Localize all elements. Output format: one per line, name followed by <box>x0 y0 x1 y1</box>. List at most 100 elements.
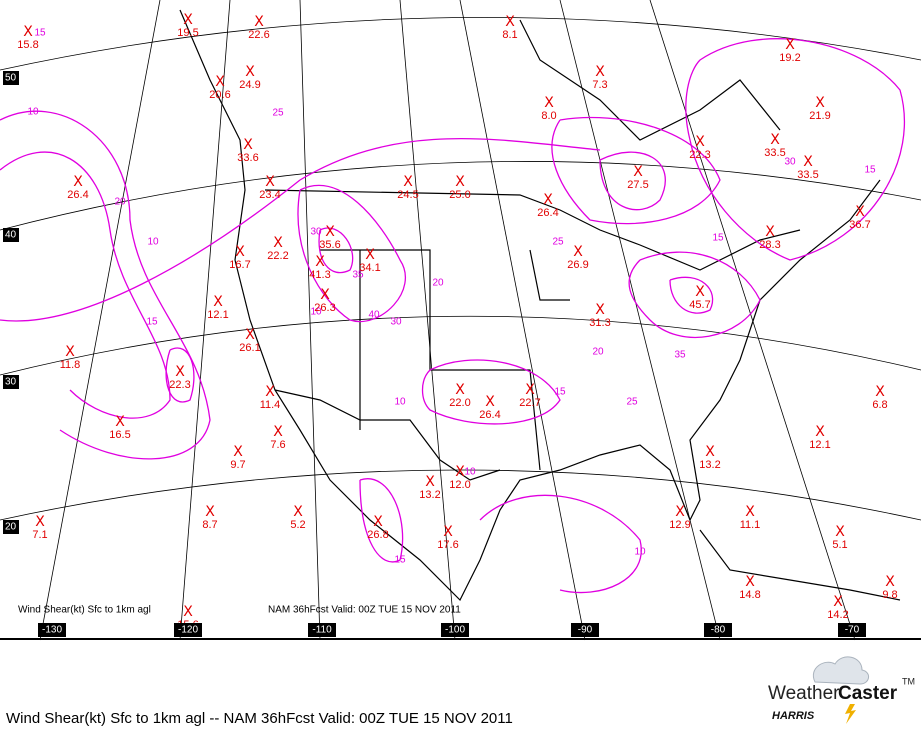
map-bg <box>0 0 921 640</box>
station-marker: X <box>213 294 223 310</box>
station: X14.8 <box>739 574 760 601</box>
lat-label: 20 <box>5 522 17 533</box>
contour-label: 30 <box>310 227 322 238</box>
station-marker: X <box>855 204 865 220</box>
lat-label-bg <box>3 228 19 242</box>
lat-label: 50 <box>5 73 17 84</box>
lon-label: -90 <box>578 625 593 636</box>
contour-label: 25 <box>552 237 564 248</box>
contour-label: 10 <box>147 237 159 248</box>
station-marker: X <box>543 192 553 208</box>
station-value: 22.3 <box>689 149 710 161</box>
station-value: 16.5 <box>109 429 130 441</box>
station-marker: X <box>235 244 245 260</box>
station-value: 8.0 <box>541 110 556 122</box>
station-value: 24.5 <box>397 189 418 201</box>
station-marker: X <box>425 474 435 490</box>
station-value: 26.4 <box>67 189 88 201</box>
station: X8.1 <box>502 14 517 41</box>
lon-label-bg <box>308 623 336 637</box>
station: X12.0 <box>449 464 470 491</box>
station: X12.1 <box>809 424 830 451</box>
station-value: 8.7 <box>202 519 217 531</box>
station: X45.7 <box>689 284 710 311</box>
logo-brand: HARRIS <box>772 710 815 722</box>
station-value: 11.1 <box>740 519 761 531</box>
station: X41.3 <box>309 254 330 281</box>
station-marker: X <box>243 137 253 153</box>
contour-label: 15 <box>554 387 566 398</box>
station: X8.0 <box>541 95 556 122</box>
station: X23.4 <box>259 174 280 201</box>
station: X33.5 <box>797 154 818 181</box>
station-value: 34.1 <box>359 262 380 274</box>
contour-label: 30 <box>390 317 402 328</box>
station-value: 28.3 <box>759 239 780 251</box>
station-value: 17.6 <box>437 539 458 551</box>
station: X13.2 <box>419 474 440 501</box>
contour-label: 10 <box>27 107 39 118</box>
station-marker: X <box>785 37 795 53</box>
station-value: 25.0 <box>449 189 470 201</box>
station-marker: X <box>115 414 125 430</box>
station-marker: X <box>525 382 535 398</box>
station-value: 15.8 <box>17 39 38 51</box>
contour-label: 25 <box>272 108 284 119</box>
station-marker: X <box>544 95 554 111</box>
station: X7.1 <box>32 514 47 541</box>
station: X22.6 <box>248 14 269 41</box>
station-value: 16.7 <box>229 259 250 271</box>
contour-label: 15 <box>394 555 406 566</box>
station-value: 14.2 <box>827 609 848 621</box>
station-marker: X <box>35 514 45 530</box>
station: X21.9 <box>809 95 830 122</box>
station-marker: X <box>573 244 583 260</box>
station-marker: X <box>745 504 755 520</box>
station-marker: X <box>695 284 705 300</box>
station: X26.4 <box>67 174 88 201</box>
lat-label: 40 <box>5 230 17 241</box>
station-marker: X <box>315 254 325 270</box>
legend-field: Wind Shear(kt) Sfc to 1km agl <box>18 605 151 616</box>
station: X26.3 <box>314 287 335 314</box>
lon-label: -110 <box>312 625 332 636</box>
contour-label: 35 <box>352 270 364 281</box>
station: X5.2 <box>290 504 305 531</box>
station-marker: X <box>765 224 775 240</box>
station: X11.8 <box>60 344 81 371</box>
station-value: 27.5 <box>627 179 648 191</box>
station: X33.5 <box>764 132 785 159</box>
station-marker: X <box>455 464 465 480</box>
logo-bolt <box>845 704 856 724</box>
station-marker: X <box>875 384 885 400</box>
station-marker: X <box>505 14 515 30</box>
station-marker: X <box>695 134 705 150</box>
station-marker: X <box>365 247 375 263</box>
station-value: 23.4 <box>259 189 280 201</box>
station: X26.4 <box>479 394 500 421</box>
station-value: 22.7 <box>519 397 540 409</box>
station-marker: X <box>705 444 715 460</box>
contour-label: 15 <box>864 165 876 176</box>
station-value: 33.5 <box>797 169 818 181</box>
station: X16.5 <box>109 414 130 441</box>
station: X5.1 <box>832 524 847 551</box>
station-marker: X <box>245 64 255 80</box>
station: X17.6 <box>437 524 458 551</box>
station: X11.4 <box>260 384 281 411</box>
contour-label: 25 <box>626 397 638 408</box>
station-value: 12.9 <box>669 519 690 531</box>
station-value: 24.9 <box>239 79 260 91</box>
station-value: 26.4 <box>537 207 558 219</box>
station-value: 19.5 <box>177 27 198 39</box>
contour-label: 35 <box>674 350 686 361</box>
contour-label: 20 <box>592 347 604 358</box>
station: X19.2 <box>779 37 800 64</box>
contour-label: 10 <box>634 547 646 558</box>
station-value: 9.8 <box>882 589 897 601</box>
station-marker: X <box>485 394 495 410</box>
station-marker: X <box>633 164 643 180</box>
station-marker: X <box>325 224 335 240</box>
